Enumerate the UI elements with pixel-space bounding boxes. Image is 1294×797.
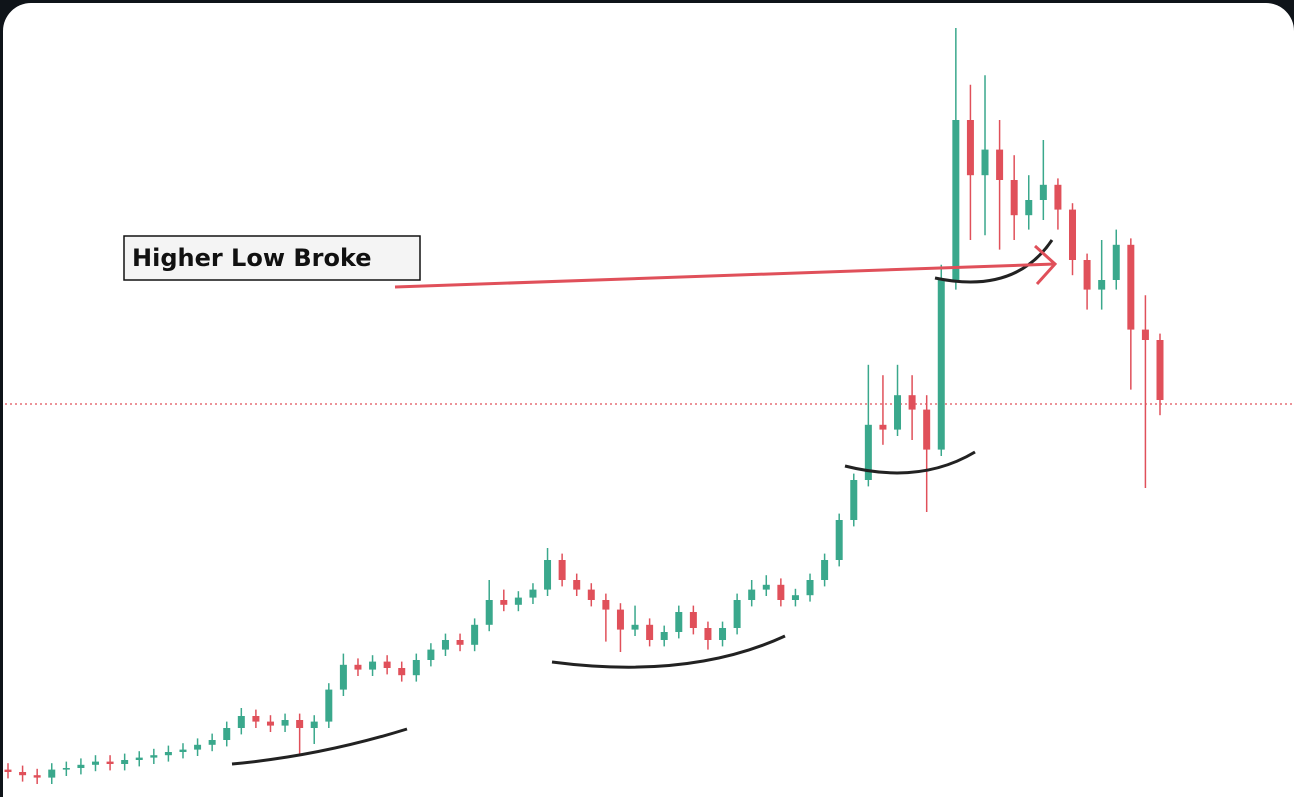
candle-body <box>996 149 1004 180</box>
candle-body <box>91 761 99 765</box>
chart: Higher Low Broke <box>3 28 1294 784</box>
arrow <box>394 262 1056 289</box>
candle-body <box>558 560 566 580</box>
candle-body <box>1098 280 1106 290</box>
candle-body <box>923 409 931 450</box>
support-curve <box>934 239 1054 284</box>
candle-body <box>791 595 799 600</box>
support-curve <box>551 634 786 669</box>
candle-body <box>485 600 493 625</box>
candle-body <box>179 749 187 752</box>
candle-body <box>835 520 843 560</box>
candle-body <box>806 580 814 596</box>
candle-body <box>281 720 289 726</box>
candle-body <box>62 768 70 770</box>
candle-body <box>675 612 683 632</box>
candle-body <box>296 720 304 728</box>
candle-body <box>237 716 245 728</box>
candle-body <box>1025 200 1033 216</box>
candle-body <box>310 721 318 728</box>
candle-body <box>369 661 377 670</box>
candle-body <box>631 624 639 630</box>
candle-body <box>1039 184 1047 200</box>
candle-body <box>252 716 260 722</box>
candle-body <box>1083 260 1091 290</box>
candle-body <box>135 757 143 760</box>
candle-body <box>223 728 231 740</box>
candle-body <box>4 769 12 772</box>
candle-body <box>529 589 537 598</box>
candle-body <box>544 560 552 590</box>
candle-body <box>864 424 872 480</box>
candle-body <box>879 424 887 430</box>
candle-body <box>1156 340 1164 400</box>
candle-body <box>908 395 916 410</box>
candle-body <box>1054 184 1062 210</box>
candle-body <box>1069 209 1077 260</box>
support-curve <box>844 450 976 475</box>
candle-body <box>48 769 56 778</box>
candle-body <box>77 764 85 768</box>
candle-body <box>412 660 420 676</box>
candle-body <box>587 589 595 600</box>
candle-body <box>966 120 974 176</box>
candle-body <box>821 560 829 580</box>
candle-body <box>514 597 522 605</box>
candle-body <box>602 600 610 610</box>
candle-body <box>500 600 508 605</box>
candle-body <box>427 649 435 660</box>
candle-body <box>850 480 858 520</box>
candle-body <box>573 580 581 590</box>
candle-body <box>748 589 756 600</box>
candle-body <box>616 609 624 630</box>
candle-body <box>354 664 362 670</box>
candle-body <box>937 280 945 450</box>
candle-body <box>325 689 333 722</box>
candle-body <box>1112 244 1120 280</box>
candle-body <box>150 755 158 758</box>
arrow-head <box>1033 244 1058 286</box>
candle-body <box>704 628 712 640</box>
candle-body <box>266 721 274 726</box>
candle-body <box>689 612 697 628</box>
candle-body <box>1010 180 1018 216</box>
card: Higher Low Broke <box>3 3 1294 797</box>
support-curve <box>231 727 408 766</box>
candle-body <box>106 761 114 764</box>
candle-body <box>777 584 785 600</box>
candle-body <box>471 624 479 645</box>
candle-body <box>33 775 41 778</box>
candle-body <box>456 640 464 645</box>
candle-body <box>1141 329 1149 340</box>
candle-body <box>1127 244 1135 330</box>
candle-body <box>121 760 129 764</box>
candle-body <box>981 149 989 176</box>
candle-body <box>733 600 741 628</box>
candle-body <box>894 395 902 430</box>
candle-body <box>208 740 216 745</box>
candle-body <box>719 628 727 640</box>
candle-body <box>762 584 770 590</box>
candle-body <box>194 744 202 750</box>
annotation: Higher Low Broke <box>132 244 372 272</box>
candle-body <box>441 640 449 650</box>
candle-body <box>646 624 654 640</box>
annotation-box <box>123 235 421 281</box>
candle-body <box>660 632 668 640</box>
candle-body <box>164 752 172 756</box>
candle-body <box>19 772 27 776</box>
candle-body <box>952 120 960 280</box>
candle-body <box>383 661 391 668</box>
candle-body <box>398 668 406 676</box>
candle-body <box>339 664 347 690</box>
